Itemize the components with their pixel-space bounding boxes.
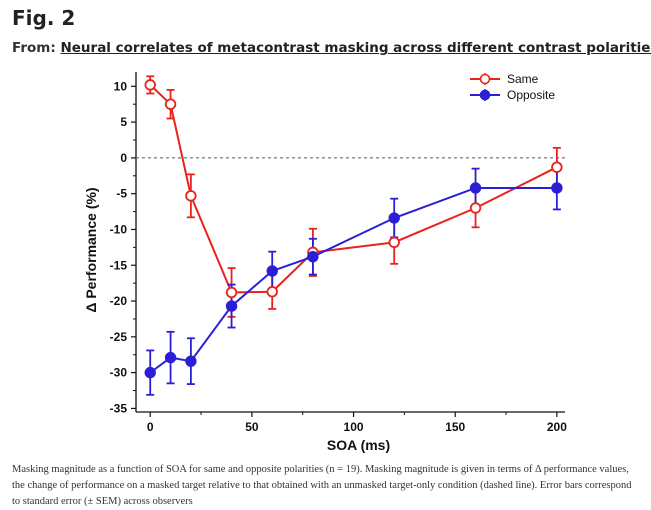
series-same [146, 75, 561, 318]
x-axis-title: SOA (ms) [327, 437, 390, 453]
source-line: From: Neural correlates of metacontrast … [12, 40, 651, 56]
article-title-link[interactable]: Neural correlates of metacontrast maskin… [60, 40, 651, 56]
legend-item-same: Same [470, 72, 539, 86]
data-point-same [266, 286, 278, 298]
legend-label: Opposite [507, 88, 555, 102]
data-point-opposite [144, 366, 156, 379]
y-tick-label: -35 [110, 401, 128, 415]
x-tick-label: 0 [147, 420, 154, 434]
legend-label: Same [507, 72, 539, 86]
y-tick-label: -30 [110, 366, 128, 380]
figure-label: Fig. 2 [12, 6, 76, 30]
y-tick-label: 10 [114, 79, 128, 93]
series-layer [144, 75, 563, 396]
y-tick-label: -15 [110, 258, 128, 272]
series-opposite-line [149, 186, 557, 374]
data-point-opposite [307, 250, 319, 263]
data-point-opposite [469, 182, 482, 194]
y-tick-label: -20 [110, 294, 128, 308]
figure-caption: Masking magnitude as a function of SOA f… [12, 464, 632, 507]
series-opposite [146, 165, 561, 396]
y-tick-label: 5 [120, 115, 127, 129]
data-point-opposite [388, 212, 400, 224]
y-tick-label: 0 [120, 151, 127, 165]
y-tick-label: -25 [110, 330, 128, 344]
data-point-same [164, 98, 177, 110]
y-tick-label: -10 [110, 222, 128, 236]
y-tick-label: -5 [116, 187, 127, 201]
y-axis-title: Δ Performance (%) [83, 187, 99, 312]
data-point-same [144, 79, 156, 91]
legend-marker [479, 73, 491, 85]
data-point-same [469, 202, 482, 214]
x-tick-label: 200 [547, 420, 567, 434]
data-point-opposite [266, 265, 278, 277]
legend-item-opposite: Opposite [470, 88, 555, 102]
legend-marker [479, 89, 491, 101]
data-point-opposite [185, 355, 197, 367]
x-tick-label: 150 [445, 420, 465, 434]
data-point-same [185, 190, 197, 202]
data-point-opposite [164, 351, 177, 364]
data-point-opposite [225, 300, 238, 312]
data-point-same [388, 236, 400, 249]
data-point-opposite [551, 182, 563, 194]
series-same-markers [144, 79, 563, 299]
data-point-same [551, 161, 563, 173]
source-prefix: From: [12, 40, 56, 56]
x-tick-label: 100 [344, 420, 364, 434]
x-tick-label: 50 [245, 420, 259, 434]
legend: Same Opposite [470, 72, 555, 102]
data-point-same [225, 286, 238, 299]
series-opposite-markers [144, 182, 563, 379]
